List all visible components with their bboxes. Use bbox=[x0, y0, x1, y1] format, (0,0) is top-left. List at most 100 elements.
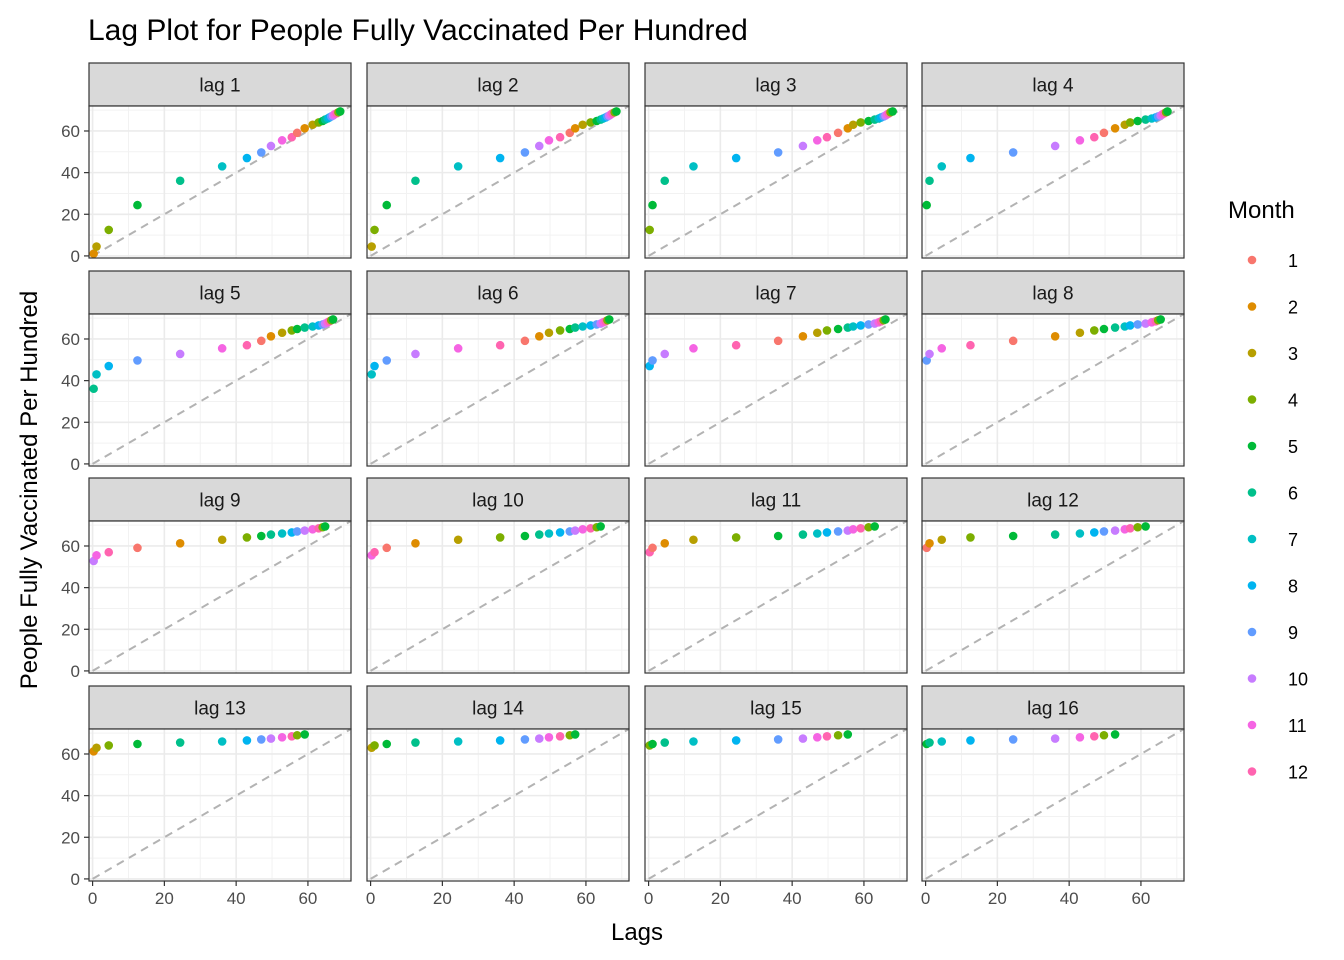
data-point bbox=[660, 538, 670, 548]
data-point bbox=[648, 739, 657, 749]
data-point bbox=[1050, 331, 1060, 341]
panel-border bbox=[88, 105, 352, 259]
data-point bbox=[382, 739, 392, 749]
data-point bbox=[175, 176, 185, 186]
x-tick-label: 0 bbox=[644, 889, 653, 908]
data-point bbox=[822, 326, 832, 335]
data-point bbox=[92, 551, 101, 560]
reference-line bbox=[648, 521, 907, 672]
data-point bbox=[612, 107, 621, 116]
data-point bbox=[731, 533, 741, 542]
legend-label: 5 bbox=[1288, 437, 1298, 457]
reference-line bbox=[648, 314, 907, 465]
y-tick-label: 60 bbox=[61, 745, 80, 764]
x-tick-label: 0 bbox=[88, 889, 97, 908]
data-point bbox=[888, 107, 897, 116]
strip-label: lag 14 bbox=[472, 699, 524, 720]
legend-title: Month bbox=[1228, 197, 1295, 224]
panel-border bbox=[88, 313, 352, 467]
panel-border bbox=[366, 313, 630, 467]
data-point bbox=[856, 523, 866, 533]
data-point bbox=[256, 148, 266, 157]
data-point bbox=[520, 336, 530, 346]
data-point bbox=[495, 153, 505, 163]
data-point bbox=[242, 736, 252, 745]
x-tick-label: 20 bbox=[433, 889, 452, 908]
data-point bbox=[798, 331, 808, 341]
data-point bbox=[1110, 323, 1120, 332]
x-tick-label: 60 bbox=[854, 889, 873, 908]
strip-label: lag 9 bbox=[199, 491, 240, 512]
y-tick-label: 0 bbox=[71, 247, 80, 266]
facet-panel: lag 4 bbox=[921, 62, 1185, 259]
data-point bbox=[648, 543, 657, 553]
legend-key bbox=[1247, 488, 1257, 497]
data-point bbox=[277, 136, 287, 145]
data-point bbox=[544, 136, 554, 145]
data-point bbox=[833, 324, 843, 334]
x-tick-label: 20 bbox=[711, 889, 730, 908]
data-point bbox=[1141, 522, 1150, 531]
data-point bbox=[966, 340, 975, 350]
strip-label: lag 6 bbox=[477, 284, 518, 305]
data-point bbox=[937, 344, 947, 353]
data-point bbox=[266, 530, 276, 539]
reference-line bbox=[92, 729, 351, 880]
data-point bbox=[256, 531, 266, 541]
data-point bbox=[937, 162, 947, 171]
data-point bbox=[175, 349, 185, 359]
chart-title: Lag Plot for People Fully Vaccinated Per… bbox=[88, 14, 748, 47]
data-point bbox=[848, 120, 858, 130]
data-point bbox=[277, 529, 287, 538]
data-point bbox=[292, 730, 302, 740]
strip-background bbox=[366, 270, 630, 315]
legend-key bbox=[1247, 395, 1257, 404]
data-point bbox=[370, 741, 379, 750]
data-point bbox=[335, 107, 345, 116]
reference-line bbox=[370, 521, 629, 672]
data-point bbox=[773, 531, 783, 541]
data-point bbox=[1125, 523, 1135, 533]
data-point bbox=[848, 525, 858, 534]
data-point bbox=[328, 315, 338, 324]
data-point bbox=[92, 743, 101, 753]
data-point bbox=[731, 153, 741, 163]
data-point bbox=[370, 547, 379, 557]
data-point bbox=[570, 526, 580, 535]
data-point bbox=[1050, 141, 1060, 151]
reference-line bbox=[370, 729, 629, 880]
data-point bbox=[645, 225, 654, 235]
x-tick-label: 60 bbox=[1131, 889, 1150, 908]
reference-line bbox=[925, 106, 1184, 257]
reference-line bbox=[648, 729, 907, 880]
legend-label: 3 bbox=[1288, 344, 1298, 364]
data-point bbox=[217, 535, 227, 545]
data-point bbox=[1110, 123, 1120, 133]
data-point bbox=[133, 739, 142, 749]
data-point bbox=[89, 384, 98, 394]
strip-label: lag 1 bbox=[199, 76, 240, 97]
data-point bbox=[922, 356, 931, 365]
strip-background bbox=[366, 62, 630, 107]
data-point bbox=[382, 356, 392, 365]
data-point bbox=[937, 737, 947, 746]
panel-border bbox=[644, 105, 908, 259]
data-point bbox=[89, 249, 98, 258]
data-point bbox=[370, 361, 379, 371]
data-point bbox=[104, 547, 114, 557]
data-point bbox=[856, 321, 866, 330]
strip-label: lag 5 bbox=[199, 284, 240, 305]
data-point bbox=[217, 737, 227, 746]
data-point bbox=[242, 340, 252, 350]
data-point bbox=[133, 356, 142, 365]
data-point bbox=[520, 735, 530, 744]
data-point bbox=[411, 349, 420, 359]
legend-key bbox=[1247, 767, 1257, 776]
data-point bbox=[277, 328, 287, 338]
data-point bbox=[925, 176, 934, 186]
data-point bbox=[453, 162, 463, 171]
y-tick-label: 60 bbox=[61, 122, 80, 141]
data-point bbox=[367, 242, 376, 251]
data-point bbox=[798, 734, 808, 743]
data-point bbox=[175, 538, 185, 548]
